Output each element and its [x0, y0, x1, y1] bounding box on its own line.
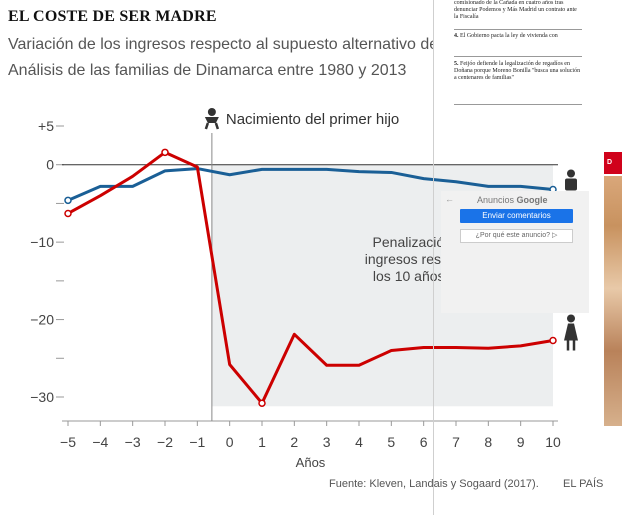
- x-tick-label: 1: [258, 434, 266, 450]
- x-tick-label: 0: [226, 434, 234, 450]
- series-line-2: [67, 150, 554, 405]
- x-axis-label: Años: [296, 455, 326, 470]
- side-photo[interactable]: [604, 176, 622, 426]
- x-axis: −5 −4 −3 −2 −1 0 1 2 3 4 5 6 7 8 9 10: [60, 420, 561, 450]
- event-label-group: Nacimiento del primer hijo: [204, 108, 399, 130]
- x-tick-label: 6: [420, 434, 428, 450]
- x-tick-label: 9: [517, 434, 525, 450]
- x-tick-label: −1: [189, 434, 205, 450]
- news-item-4[interactable]: 4. El Gobierno pacta la ley de vivienda …: [454, 33, 558, 39]
- father-icon: [565, 169, 577, 191]
- x-tick-label: −5: [60, 434, 76, 450]
- news-divider: [454, 56, 582, 57]
- x-tick-label: 10: [545, 434, 561, 450]
- series-icons: [564, 169, 578, 351]
- y-tick-label: −20: [30, 312, 54, 328]
- ad-feedback-box: ← Anuncios Google Enviar comentarios ¿Po…: [441, 191, 589, 313]
- side-banner[interactable]: D: [604, 152, 622, 174]
- x-tick-label: 8: [484, 434, 492, 450]
- y-tick-label: −30: [30, 389, 54, 405]
- event-label: Nacimiento del primer hijo: [226, 111, 399, 128]
- x-tick-label: −2: [157, 434, 173, 450]
- series-line-1: [67, 167, 554, 202]
- baby-icon: [204, 108, 220, 130]
- mother-icon: [564, 314, 578, 351]
- y-tick-label: 0: [46, 157, 54, 173]
- news-list: comisionado de la Cañada en cuatro años …: [434, 0, 604, 108]
- why-this-ad-button[interactable]: ¿Por qué este anuncio? ▷: [460, 229, 573, 243]
- series-point: [258, 399, 266, 407]
- news-divider: [454, 104, 582, 105]
- x-tick-label: 7: [452, 434, 460, 450]
- y-tick-label: −10: [30, 234, 54, 250]
- chart-subtitle-2: Análisis de las familias de Dinamarca en…: [8, 62, 407, 79]
- page-divider: [433, 0, 434, 515]
- series-point: [161, 148, 169, 157]
- send-feedback-button[interactable]: Enviar comentarios: [460, 209, 573, 223]
- x-tick-label: −3: [125, 434, 141, 450]
- series-group: [64, 148, 557, 407]
- x-tick-label: 4: [355, 434, 363, 450]
- ads-by-google-label: Anuncios Google: [477, 195, 548, 205]
- x-tick-label: 3: [323, 434, 331, 450]
- y-tick-label: +5: [38, 118, 54, 134]
- series-point: [64, 209, 72, 218]
- news-item-5[interactable]: 5. Feijóo defiende la legalización de re…: [454, 61, 581, 81]
- news-item-1[interactable]: comisionado de la Cañada en cuatro años …: [454, 0, 577, 20]
- x-tick-label: 5: [387, 434, 395, 450]
- series-point: [549, 336, 557, 345]
- y-axis: +5 0 −10 −20 −30: [30, 118, 64, 405]
- x-tick-label: −4: [92, 434, 108, 450]
- series-point: [64, 196, 72, 205]
- back-arrow-icon[interactable]: ←: [445, 194, 454, 204]
- chart-title: EL COSTE DE SER MADRE: [8, 8, 217, 25]
- brand-label: EL PAÍS: [563, 478, 604, 490]
- news-divider: [454, 29, 582, 30]
- x-tick-label: 2: [290, 434, 298, 450]
